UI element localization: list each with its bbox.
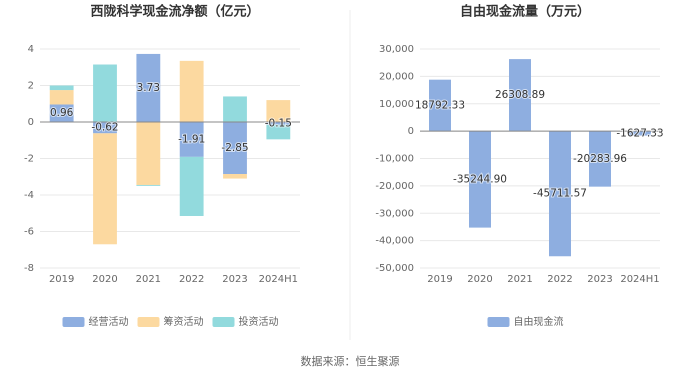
x-tick-label: 2022 xyxy=(547,274,572,285)
data-label: 18792.33 xyxy=(415,99,465,111)
data-label: 0.96 xyxy=(50,107,74,119)
y-tick-label: 2 xyxy=(28,81,34,92)
bar xyxy=(93,122,117,134)
bar xyxy=(223,96,247,122)
x-tick-label: 2021 xyxy=(136,274,161,285)
bar xyxy=(49,85,74,91)
chart-title: 西陇科学现金流净额（亿元） xyxy=(90,4,259,20)
bar xyxy=(589,131,611,187)
data-label: 3.73 xyxy=(137,82,160,94)
bar xyxy=(93,133,117,245)
bar xyxy=(136,184,161,186)
bar xyxy=(179,122,204,157)
x-tick-label: 2023 xyxy=(587,274,612,285)
y-tick-label: -6 xyxy=(24,227,34,238)
y-tick-label: -40,000 xyxy=(375,236,414,247)
x-tick-label: 2024H1 xyxy=(620,274,659,285)
bar xyxy=(429,79,451,132)
data-label: -1.91 xyxy=(178,133,205,145)
data-label: -1627.33 xyxy=(616,127,663,139)
source: 数据来源：恒生聚源 xyxy=(301,354,400,368)
data-label: -20283.96 xyxy=(573,153,627,165)
bar xyxy=(266,122,291,125)
bar xyxy=(136,53,161,122)
bar xyxy=(629,131,651,136)
y-tick-label: 10,000 xyxy=(379,99,414,110)
bar xyxy=(469,131,491,228)
y-tick-label: 0 xyxy=(408,126,414,137)
y-tick-label: -8 xyxy=(24,263,34,274)
legend-swatch xyxy=(212,317,235,327)
y-tick-label: -2 xyxy=(24,154,34,165)
y-tick-label: -50,000 xyxy=(375,263,414,274)
legend-label: 筹资活动 xyxy=(164,315,204,328)
data-label: -0.62 xyxy=(91,122,118,134)
legend-label: 自由现金流 xyxy=(514,315,564,328)
data-label: -45711.57 xyxy=(533,188,587,200)
x-tick-label: 2020 xyxy=(467,274,492,285)
bar xyxy=(179,156,204,216)
data-label: -0.15 xyxy=(265,117,292,129)
legend-swatch xyxy=(487,317,510,327)
y-tick-label: -30,000 xyxy=(375,208,414,219)
x-tick-label: 2022 xyxy=(179,274,204,285)
y-tick-label: -10,000 xyxy=(375,154,414,165)
bar xyxy=(93,64,117,122)
x-tick-label: 2019 xyxy=(49,274,74,285)
bar xyxy=(549,131,571,257)
x-tick-label: 2024H1 xyxy=(259,274,298,285)
y-tick-label: -4 xyxy=(24,190,34,201)
data-label: -2.85 xyxy=(221,142,248,154)
x-tick-label: 2021 xyxy=(507,274,532,285)
x-tick-label: 2023 xyxy=(222,274,247,285)
bar xyxy=(179,60,204,122)
data-label: -35244.90 xyxy=(453,173,507,185)
y-tick-label: 4 xyxy=(28,44,34,55)
legend-swatch xyxy=(137,317,160,327)
bar xyxy=(49,90,74,105)
data-label: 26308.89 xyxy=(495,89,545,101)
x-tick-label: 2020 xyxy=(92,274,117,285)
bar xyxy=(49,104,74,122)
chart-title: 自由现金流量（万元） xyxy=(460,4,590,20)
bar xyxy=(509,59,531,132)
bar xyxy=(223,174,247,179)
legend-label: 经营活动 xyxy=(89,315,129,328)
bar xyxy=(136,122,161,185)
bar xyxy=(266,124,291,140)
bar xyxy=(223,122,247,175)
y-tick-label: 20,000 xyxy=(379,71,414,82)
x-tick-label: 2019 xyxy=(427,274,452,285)
y-tick-label: -20,000 xyxy=(375,181,414,192)
y-tick-label: 0 xyxy=(28,117,34,128)
legend-swatch xyxy=(62,317,85,327)
legend-label: 投资活动 xyxy=(239,315,279,328)
y-tick-label: 30,000 xyxy=(379,44,414,55)
bar xyxy=(266,100,291,122)
